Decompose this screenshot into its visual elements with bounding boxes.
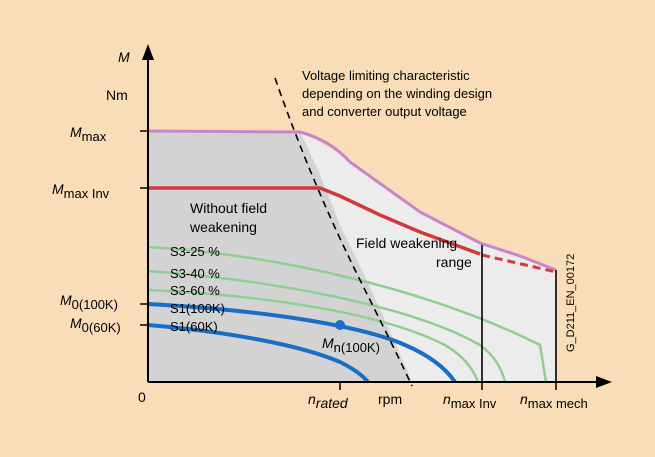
constant-torque-region	[148, 131, 412, 382]
voltage-annotation-line3: and converter output voltage	[302, 104, 467, 119]
s1-60k-curve	[147, 323, 370, 384]
m-max-curve	[147, 129, 557, 272]
without-fw-label-2: weakening	[189, 219, 257, 235]
x-origin-label: 0	[138, 389, 146, 405]
y-tick-label-m-max-inv: Mmax Inv	[52, 181, 110, 201]
y-tick-label-m-max: Mmax	[70, 124, 107, 144]
y-axis-unit: Nm	[106, 87, 128, 103]
without-fw-label-1: Without field	[190, 200, 267, 216]
y-tick-label-m0-60k: M0(60K)	[70, 315, 121, 335]
x-tick-label-n-max-inv: nmax Inv	[443, 391, 497, 411]
label-s3-40: S3-40 %	[170, 266, 220, 281]
y-tick-label-m0-100k: M0(100K)	[60, 292, 118, 312]
figure-id: G_D211_EN_00172	[565, 254, 577, 352]
y-axis-arrow	[142, 44, 154, 60]
label-s1-100k: S1(100K)	[170, 301, 225, 316]
s3-60-curve	[147, 288, 480, 383]
x-axis-unit: rpm	[378, 391, 402, 407]
voltage-annotation-line2: depending on the winding design	[302, 86, 492, 101]
y-axis-symbol: M	[118, 49, 130, 65]
x-tick-label-n-rated: nrated	[308, 391, 349, 411]
label-s1-60k: S1(60K)	[170, 319, 218, 334]
voltage-limit-curve	[274, 77, 413, 387]
m-max-inv-curve	[148, 186, 481, 256]
x-tick-label-n-max-mech: nmax mech	[520, 391, 588, 411]
fw-label-1: Field weakening	[356, 235, 457, 251]
s3-25-curve	[147, 245, 548, 383]
s1-100k-curve	[147, 302, 457, 384]
s3-40-curve	[147, 269, 507, 383]
fw-label-2: range	[436, 254, 472, 270]
voltage-annotation-line1: Voltage limiting characteristic	[302, 68, 470, 83]
rated-point-marker	[335, 320, 345, 330]
label-s3-25: S3-25 %	[170, 244, 220, 259]
label-s3-60: S3-60 %	[170, 283, 220, 298]
x-axis-arrow	[596, 376, 612, 388]
rated-point-label: Mn(100K)	[322, 335, 380, 355]
